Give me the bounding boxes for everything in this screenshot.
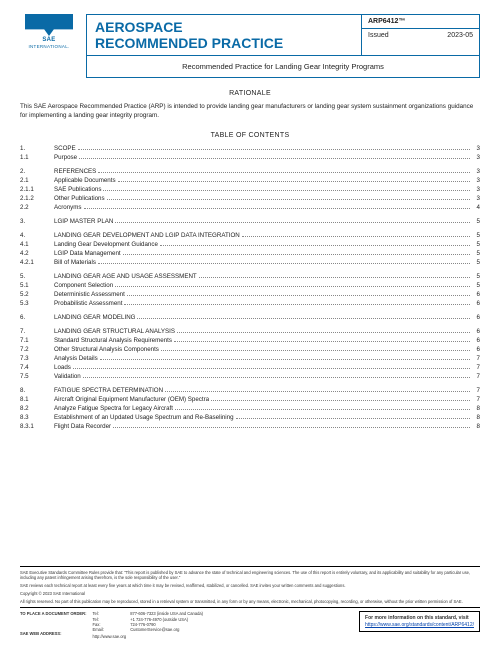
toc-heading: TABLE OF CONTENTS <box>20 132 480 139</box>
toc-row: 4.2LGIP Data Management5 <box>20 250 480 259</box>
toc-row: 7.1Standard Structural Analysis Requirem… <box>20 337 480 346</box>
toc-row: 4.1Landing Gear Development Guidance5 <box>20 241 480 250</box>
doc-title: AEROSPACE RECOMMENDED PRACTICE <box>87 15 361 55</box>
issued-label: Issued <box>368 32 389 39</box>
toc-row: 4.LANDING GEAR DEVELOPMENT AND LGIP DATA… <box>20 232 480 241</box>
toc-row: 1.SCOPE3 <box>20 145 480 154</box>
info-box: For more information on this standard, v… <box>359 611 480 632</box>
brand-name: SAE <box>42 37 55 43</box>
footer-p2: SAE reviews each technical report at lea… <box>20 583 480 588</box>
doc-number: ARP6412™ <box>362 15 479 29</box>
sae-logo: SAE INTERNATIONAL. <box>20 14 78 49</box>
toc-row: 7.LANDING GEAR STRUCTURAL ANALYSIS6 <box>20 328 480 337</box>
brand-sub: INTERNATIONAL. <box>28 44 69 49</box>
toc-row: 5.2Deterministic Assessment6 <box>20 291 480 300</box>
toc-row: 5.LANDING GEAR AGE AND USAGE ASSESSMENT5 <box>20 273 480 282</box>
footer-copyright: Copyright © 2023 SAE International <box>20 591 480 596</box>
toc-row: 7.3Analysis Details7 <box>20 355 480 364</box>
toc-row: 4.2.1Bill of Materials5 <box>20 259 480 268</box>
toc-row: 7.2Other Structural Analysis Components6 <box>20 346 480 355</box>
logo-mark <box>25 14 73 36</box>
footer-p1: SAE Executive Standards Committee Rules … <box>20 570 480 580</box>
web-label: SAE WEB ADDRESS: <box>20 631 87 636</box>
toc-row: 2.2Acronyms4 <box>20 204 480 213</box>
standard-link[interactable]: https://www.sae.org/standards/content/AR… <box>365 622 474 628</box>
toc-row: 2.1.2Other Publications3 <box>20 195 480 204</box>
rationale-body: This SAE Aerospace Recommended Practice … <box>20 103 480 120</box>
footer-rights: All rights reserved. No part of this pub… <box>20 599 480 604</box>
toc-row: 2.1.1SAE Publications3 <box>20 186 480 195</box>
toc-row: 1.1Purpose3 <box>20 154 480 163</box>
contact-block: TO PLACE A DOCUMENT ORDER: SAE WEB ADDRE… <box>20 611 203 639</box>
toc-row: 8.2Analyze Fatigue Spectra for Legacy Ai… <box>20 405 480 414</box>
toc-row: 8.1Aircraft Original Equipment Manufactu… <box>20 396 480 405</box>
toc-row: 2.1Applicable Documents3 <box>20 177 480 186</box>
toc-row: 7.4Loads7 <box>20 364 480 373</box>
doc-subtitle: Recommended Practice for Landing Gear In… <box>87 55 479 77</box>
toc-row: 8.3Establishment of an Updated Usage Spe… <box>20 414 480 423</box>
table-of-contents: 1.SCOPE31.1Purpose3 2.REFERENCES32.1Appli… <box>20 145 480 432</box>
toc-row: 8.FATIGUE SPECTRA DETERMINATION7 <box>20 387 480 396</box>
toc-row: 6.LANDING GEAR MODELING6 <box>20 314 480 323</box>
toc-row: 2.REFERENCES3 <box>20 168 480 177</box>
toc-row: 3.LGIP MASTER PLAN5 <box>20 218 480 227</box>
title-block: AEROSPACE RECOMMENDED PRACTICE ARP6412™ … <box>86 14 480 78</box>
order-label: TO PLACE A DOCUMENT ORDER: <box>20 611 87 616</box>
doc-meta: ARP6412™ Issued 2023-05 <box>361 15 479 55</box>
toc-row: 8.3.1Flight Data Recorder8 <box>20 423 480 432</box>
rationale-heading: RATIONALE <box>20 90 480 97</box>
toc-row: 5.1Component Selection5 <box>20 282 480 291</box>
toc-row: 7.5Validation7 <box>20 373 480 382</box>
toc-row: 5.3Probabilistic Assessment6 <box>20 300 480 309</box>
issued-date: 2023-05 <box>447 32 473 39</box>
footer: SAE Executive Standards Committee Rules … <box>20 563 480 639</box>
